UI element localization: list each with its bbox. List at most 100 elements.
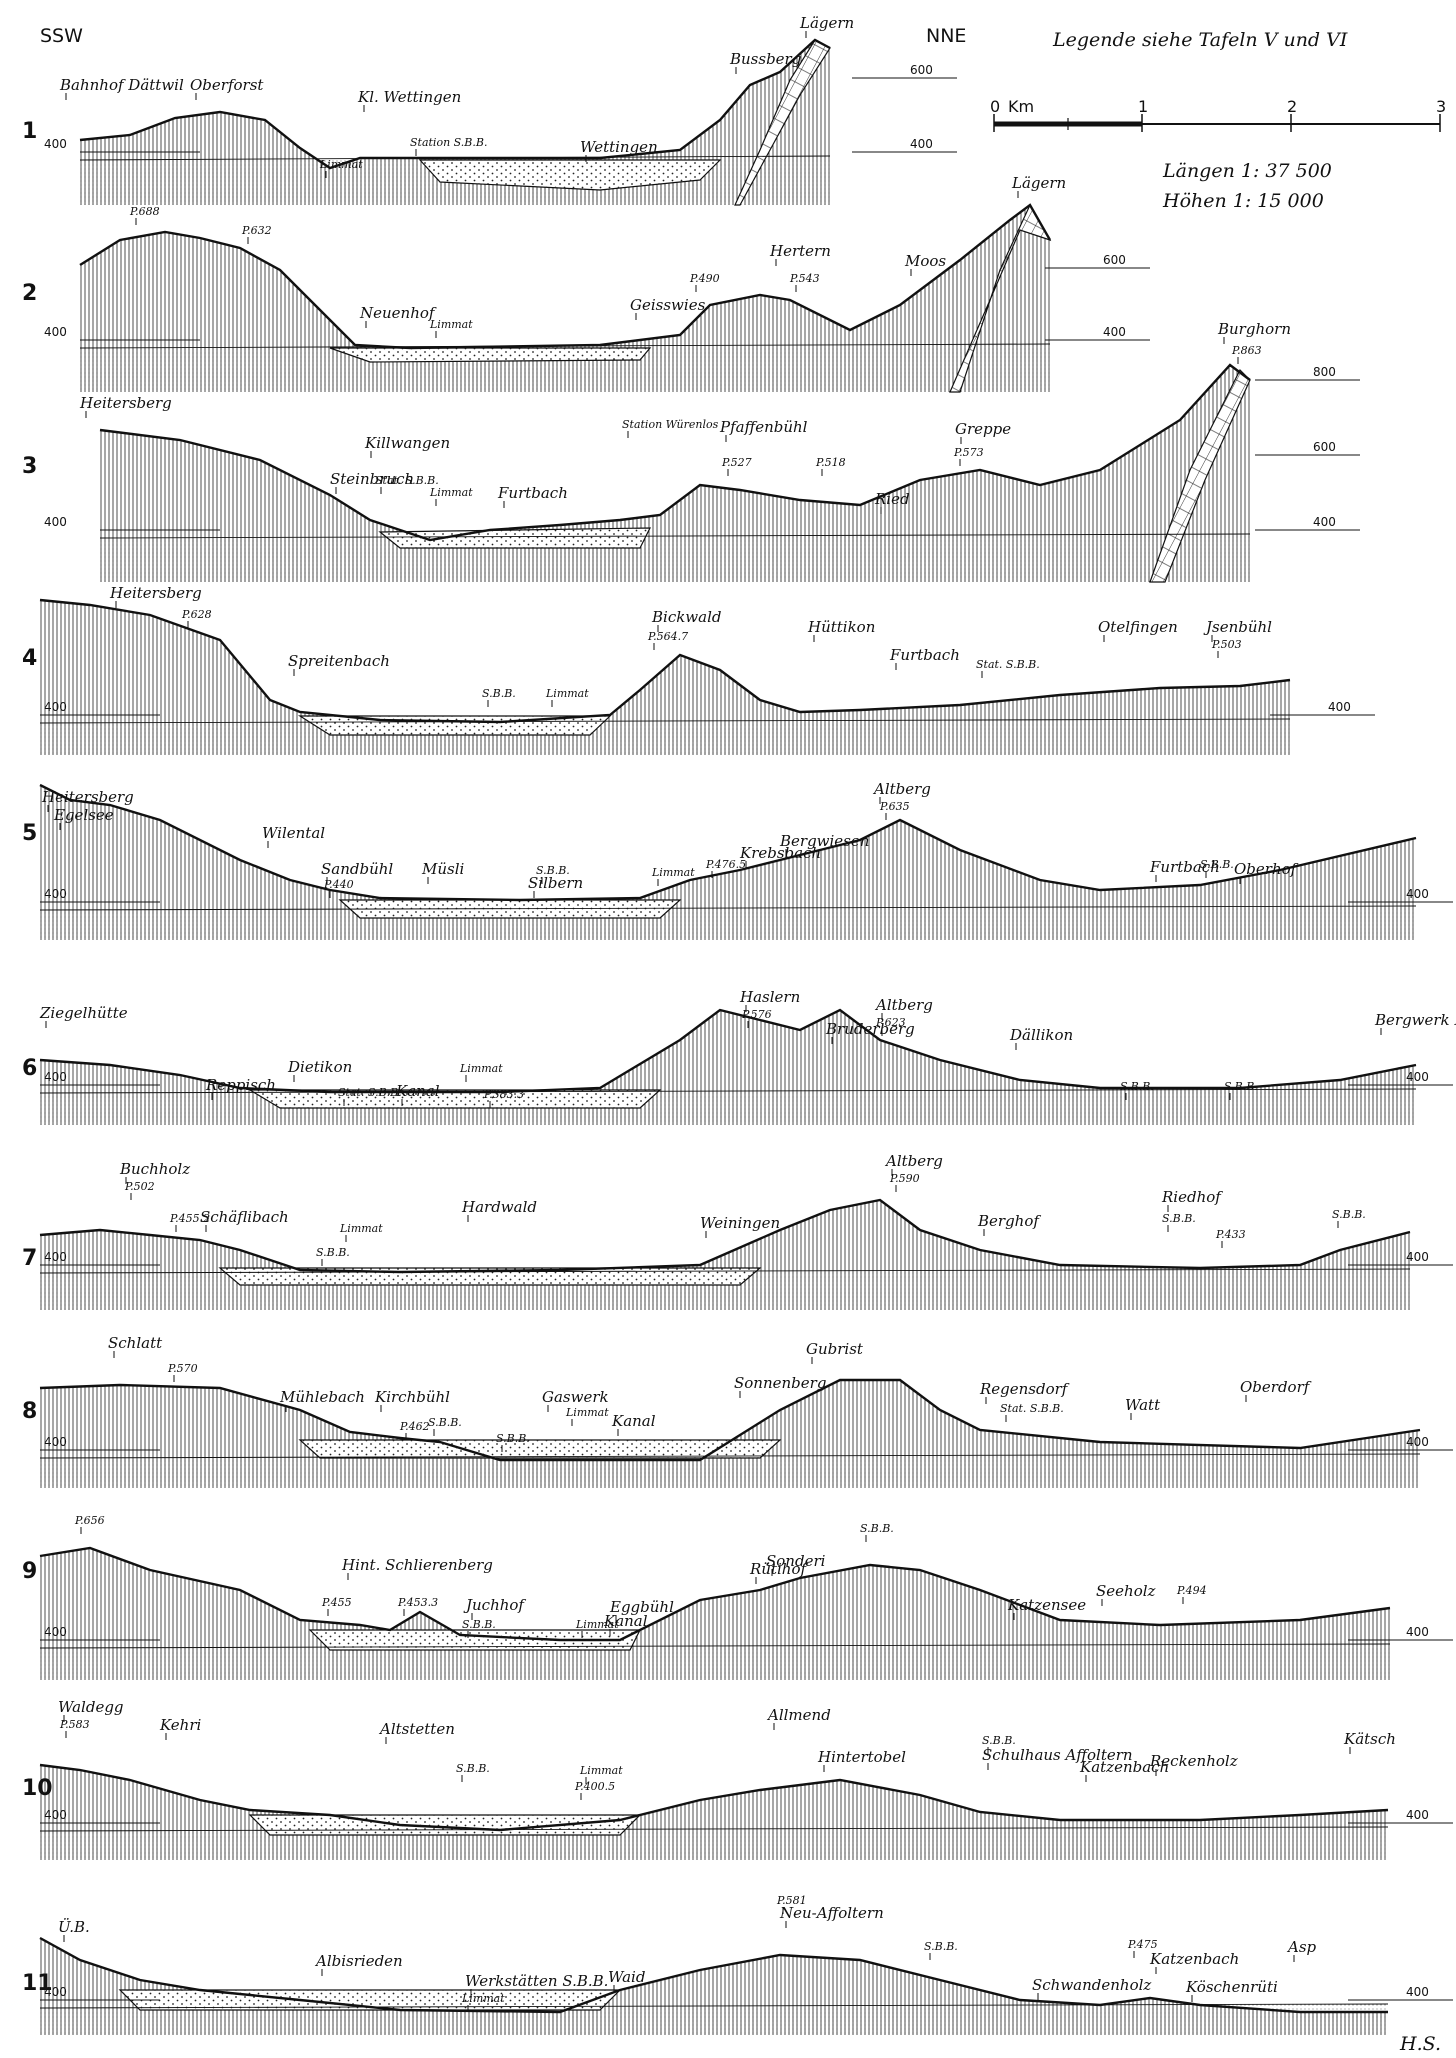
place-label: P.590 (889, 1172, 920, 1185)
elevation-label: 600 (910, 63, 933, 77)
place-label: Ziegelhütte (39, 1004, 128, 1022)
profile-number: 4 (22, 646, 37, 671)
place-label: P.576 (741, 1008, 772, 1021)
lower-sediment-layer (100, 534, 1250, 582)
place-label: Furtbach (497, 484, 568, 502)
place-label: Limmat (651, 866, 695, 879)
place-label: P.632 (241, 224, 272, 237)
place-label: Heitersberg (41, 788, 134, 806)
place-label: Spreitenbach (288, 652, 390, 670)
place-label: Altberg (874, 996, 933, 1014)
place-label: Jsenbühl (1203, 618, 1272, 636)
valley-fill-pattern (250, 1090, 660, 1108)
place-label: P.490 (689, 272, 720, 285)
place-label: Stat. S.B.B. (338, 1086, 402, 1099)
scale-tick-2: 2 (1287, 97, 1297, 116)
place-label: Lägern (799, 14, 854, 32)
place-label: S.B.B. (496, 1432, 530, 1445)
author-signature: H.S. (1399, 2033, 1441, 2055)
place-label: P.503 (1211, 638, 1242, 651)
profile-number: 9 (22, 1559, 37, 1584)
place-label: Stat. S.B.B. (375, 474, 439, 487)
place-label: Wilental (262, 824, 325, 842)
place-label: Greppe (955, 420, 1011, 438)
place-label: Kanal (603, 1612, 648, 1630)
valley-fill-pattern (250, 1815, 640, 1835)
profile-number: 8 (22, 1399, 37, 1424)
place-label: P.863 (1231, 344, 1262, 357)
elevation-label: 400 (1328, 700, 1351, 714)
place-label: Oberdorf (1240, 1378, 1312, 1396)
place-label: S.B.B. (482, 687, 516, 700)
place-label: P.455.2 (169, 1212, 210, 1225)
ground-surface-line (39, 1546, 1391, 1642)
elevation-label: 400 (1406, 1985, 1429, 1999)
place-label: Station Würenlos (622, 418, 719, 431)
place-label: Stat. S.B.B. (976, 658, 1040, 671)
place-label: Furtbach (1149, 858, 1220, 876)
place-label: P.475 (1127, 1938, 1158, 1951)
place-label: Wettingen (580, 138, 658, 156)
legend-note: Legende siehe Tafeln V und VI (1052, 29, 1348, 51)
lower-sediment-layer (40, 719, 1290, 755)
place-label: P.518 (815, 456, 846, 469)
place-label: Sonnenberg (734, 1374, 826, 1392)
place-label: Pfaffenbühl (719, 418, 808, 436)
layer-boundary (39, 718, 1291, 724)
place-label: Waldegg (58, 1698, 124, 1716)
lower-sediment-layer (40, 906, 1416, 940)
place-label: Limmat (461, 1992, 505, 2005)
elevation-label: 400 (44, 1625, 67, 1639)
place-label: Egelsee (53, 806, 114, 824)
place-label: Eggbühl (609, 1598, 674, 1616)
place-label: Dietikon (287, 1058, 352, 1076)
place-label: Altberg (872, 780, 931, 798)
place-label: P.494 (1176, 1584, 1207, 1597)
elevation-label: 400 (1406, 1435, 1429, 1449)
profile-number: 7 (22, 1246, 37, 1271)
profile-number: 5 (22, 821, 37, 846)
elevation-label: 400 (1313, 515, 1336, 529)
place-label: Sonderi (766, 1552, 826, 1570)
place-label: P.476.5 (705, 858, 746, 871)
place-label: S.B.B. (1162, 1212, 1196, 1225)
layer-boundary (39, 1088, 1417, 1094)
elevation-label: 600 (1313, 440, 1336, 454)
ground-surface-line (39, 1936, 1388, 2014)
place-label: S.B.B. (536, 864, 570, 877)
place-label: Lägern (1011, 174, 1066, 192)
profile-10: 10 Waldegg P.583 Kehri Altstetten S.B.B. Limma… (22, 1698, 1453, 1860)
place-label: Kanal (395, 1082, 440, 1100)
profile-6: 6 Ziegelhütte Reppisch Dietikon Stat. S.B.B.… (22, 988, 1456, 1125)
ground-surface-line (39, 598, 1291, 724)
place-label: Juchhof (463, 1596, 526, 1614)
limestone-pattern (1150, 370, 1250, 582)
place-label: Watt (1125, 1396, 1161, 1414)
place-label: S.B.B. (316, 1246, 350, 1259)
place-label: Reppisch (205, 1076, 276, 1094)
plate-header: SSW NNE Legende siehe Tafeln V und VI 0 … (40, 25, 1446, 212)
place-label: Furtbach (889, 646, 960, 664)
elevation-label: 400 (44, 1435, 67, 1449)
place-label: Stat. S.B.B. (1000, 1402, 1064, 1415)
layer-boundary (39, 905, 1417, 911)
place-label: Buchholz (119, 1160, 190, 1178)
place-label: Katzenbach (1149, 1950, 1239, 1968)
place-label: Regensdorf (979, 1380, 1070, 1398)
limestone-pattern (950, 205, 1050, 392)
molasse-bedrock (100, 365, 1250, 582)
place-label: Kl. Wettingen (357, 88, 461, 106)
ground-surface-line (39, 1378, 1421, 1462)
layer-boundary (99, 533, 1251, 539)
scale-tick-3: 3 (1436, 97, 1446, 116)
place-label: P.573 (953, 446, 984, 459)
place-label: Weiningen (700, 1214, 780, 1232)
elevation-label: 400 (1406, 1070, 1429, 1084)
place-label: Limmat (575, 1618, 619, 1631)
scale-tick-1: 1 (1138, 97, 1148, 116)
valley-fill-pattern (380, 528, 650, 548)
layer-boundary (39, 1453, 1421, 1459)
place-label: Limmat (339, 1222, 383, 1235)
place-label: P.455 (321, 1596, 352, 1609)
